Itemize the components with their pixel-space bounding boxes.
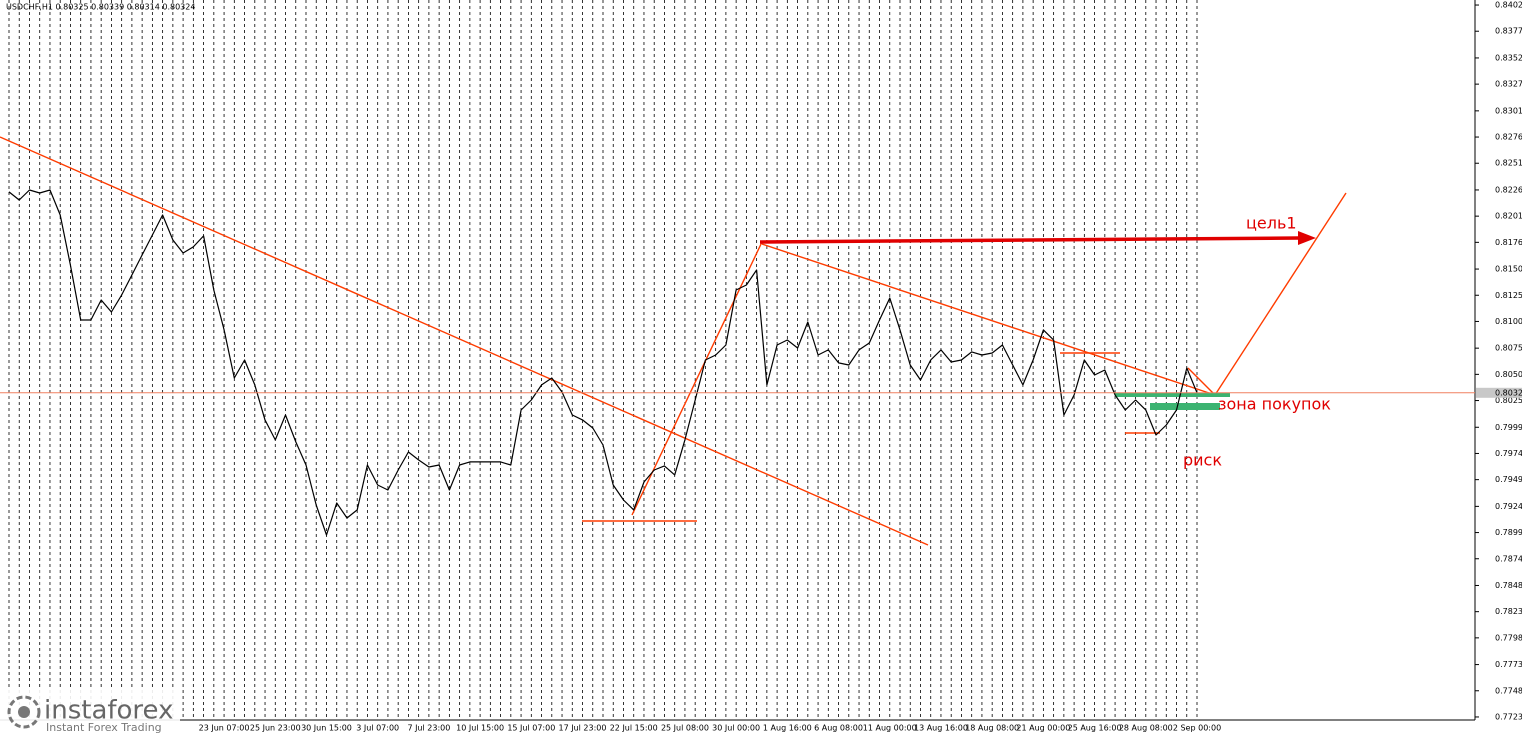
buy-zone [1115, 393, 1230, 397]
x-tick-label: 2 Sep 00:00 [1173, 724, 1221, 733]
annotation: зона покупок [1218, 395, 1331, 414]
price-label: 0.80324 [1495, 388, 1522, 397]
y-tick-label: 0.79995 [1495, 423, 1522, 432]
x-tick-label: 25 Jun 23:00 [250, 724, 301, 733]
price-series [8, 189, 1198, 536]
x-tick-label: 6 Aug 08:00 [814, 724, 863, 733]
x-tick-label: 17 Jul 23:00 [559, 724, 607, 733]
logo: instaforex Instant Forex Trading [0, 690, 180, 736]
annotation: риск [1183, 451, 1222, 470]
y-tick-label: 0.78235 [1495, 607, 1522, 616]
x-tick-label: 23 Jun 07:00 [199, 724, 250, 733]
y-tick-label: 0.79495 [1495, 475, 1522, 484]
price-label-bg [1476, 387, 1522, 398]
trend-line [1214, 192, 1347, 396]
buy-zone [1150, 403, 1220, 410]
y-tick-label: 0.84025 [1495, 1, 1522, 10]
x-tick-label: 18 Aug 08:00 [965, 724, 1019, 733]
chart-title: USDCHF,H1 0.80325 0.80339 0.80314 0.8032… [6, 3, 195, 12]
y-tick-label: 0.82515 [1495, 159, 1522, 168]
arrow-head [1298, 231, 1316, 245]
trend-lines [0, 136, 1347, 546]
target-arrow [759, 236, 1301, 244]
logo-icon [7, 695, 41, 729]
y-tick-label: 0.81005 [1495, 317, 1522, 326]
logo-name: instaforex [44, 696, 173, 726]
x-tick-label: 30 Jul 00:00 [712, 724, 760, 733]
y-tick-label: 0.81505 [1495, 265, 1522, 274]
trend-line [761, 243, 1216, 396]
y-tick-label: 0.82765 [1495, 133, 1522, 142]
logo-slogan: Instant Forex Trading [46, 721, 162, 734]
x-tick-label: 15 Jul 07:00 [507, 724, 555, 733]
x-tick-label: 3 Jul 07:00 [356, 724, 399, 733]
x-tick-label: 22 Jul 15:00 [610, 724, 658, 733]
x-tick-label: 28 Aug 08:00 [1119, 724, 1173, 733]
x-tick-label: 7 Jul 23:00 [407, 724, 450, 733]
trend-line [1187, 367, 1216, 396]
trend-line [0, 136, 929, 546]
annotation: цель1 [1246, 214, 1297, 233]
y-tick-label: 0.81255 [1495, 291, 1522, 300]
y-tick-label: 0.78485 [1495, 581, 1522, 590]
logo-icon [18, 706, 30, 718]
x-tick-label: 1 Aug 16:00 [763, 724, 812, 733]
x-tick-label: 30 Jun 15:00 [301, 724, 352, 733]
y-tick-label: 0.83015 [1495, 106, 1522, 115]
x-tick-label: 21 Aug 00:00 [1016, 724, 1070, 733]
y-tick-label: 0.79745 [1495, 449, 1522, 458]
x-tick-label: 13 Aug 16:00 [914, 724, 968, 733]
y-tick-label: 0.83775 [1495, 27, 1522, 36]
y-tick-label: 0.77985 [1495, 633, 1522, 642]
x-tick-label: 10 Jul 15:00 [456, 724, 504, 733]
x-tick-label: 25 Aug 16:00 [1068, 724, 1122, 733]
x-tick-label: 25 Jul 08:00 [661, 724, 709, 733]
x-tick-label: 11 Aug 00:00 [863, 724, 917, 733]
